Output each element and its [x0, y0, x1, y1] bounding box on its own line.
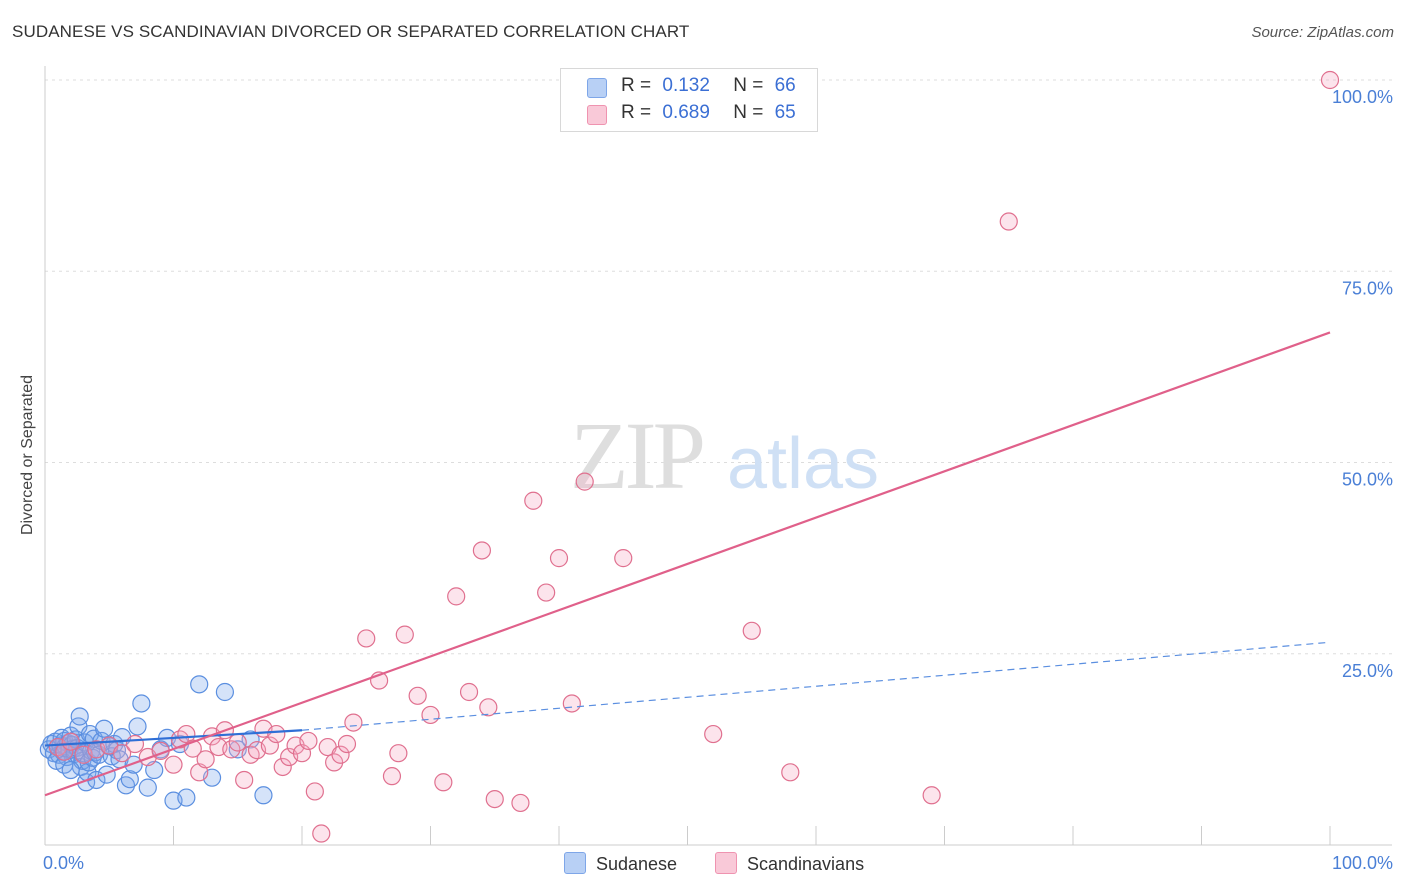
legend-swatch-scandinavians — [587, 105, 607, 125]
sudanese-point — [132, 694, 151, 713]
sudanese-point — [128, 717, 147, 736]
scandinavian-trend-line — [44, 331, 1331, 797]
source-label: Source: ZipAtlas.com — [1251, 24, 1394, 41]
trend-lines — [44, 331, 1331, 797]
r-value-sudanese: 0.132 — [662, 75, 710, 96]
n-label: N = — [733, 75, 764, 96]
sudanese-point — [61, 760, 80, 780]
sudanese-trend-extension — [301, 641, 1331, 731]
r-label: R = — [621, 75, 652, 96]
scandinavian-point — [434, 773, 453, 792]
scandinavian-point — [459, 682, 479, 702]
scandinavian-point — [704, 724, 723, 744]
scandinavian-point — [408, 686, 427, 705]
scandinavian-point — [125, 734, 145, 754]
scandinavian-point — [742, 621, 761, 640]
scandinavian-point — [389, 744, 408, 763]
n-value-scandinavians: 65 — [774, 102, 796, 123]
scandinavian-point — [196, 750, 215, 769]
scandinavian-point — [511, 793, 530, 813]
grid-lines — [45, 79, 1392, 655]
bottom-legend-scandinavians: Scandinavians — [715, 852, 864, 875]
watermark-zip: ZIP — [570, 402, 703, 509]
scandinavian-point — [357, 629, 376, 648]
watermark-atlas: atlas — [727, 424, 879, 504]
sudanese-point — [190, 675, 209, 694]
scandinavian-point — [922, 786, 941, 805]
chart-title: SUDANESE VS SCANDINAVIAN DIVORCED OR SEP… — [12, 22, 690, 41]
bottom-legend-swatch-scandinavians — [715, 852, 737, 874]
bottom-legend-swatch-sudanese — [564, 852, 586, 874]
scandinavian-point — [55, 742, 74, 761]
scandinavian-point — [312, 824, 331, 843]
legend-text-scandinavians: R = 0.689 N = 65 — [621, 102, 796, 124]
scandinavian-point — [562, 694, 581, 713]
bottom-legend-sudanese: Sudanese — [564, 852, 677, 875]
tick-labels: 100.0% 75.0% 50.0% 25.0% 0.0% 100.0% — [43, 87, 1393, 873]
n-label: N = — [733, 102, 764, 123]
scandinavian-point — [395, 625, 414, 644]
sudanese-point — [95, 719, 114, 738]
scandinavian-point — [781, 763, 800, 782]
scandinavian-point — [273, 757, 292, 777]
scandinavian-point — [537, 583, 556, 602]
scandinavian-point — [614, 549, 633, 568]
watermark: ZIP atlas — [570, 402, 879, 509]
correlation-legend: R = 0.132 N = 66 R = 0.689 N = 65 — [560, 68, 818, 132]
bottom-legend-label-sudanese: Sudanese — [596, 854, 678, 874]
y-tick-label: 100.0% — [1332, 87, 1393, 107]
scandinavian-point — [260, 736, 279, 755]
scandinavian-point — [999, 212, 1018, 231]
sudanese-point — [120, 770, 139, 789]
scandinavian-point — [222, 740, 241, 759]
x-tick-label-min: 0.0% — [43, 853, 84, 873]
scandinavian-point — [235, 770, 254, 790]
legend-text-sudanese: R = 0.132 N = 66 — [621, 75, 796, 97]
scandinavian-point — [267, 724, 286, 744]
legend-swatch-sudanese — [587, 78, 607, 98]
y-tick-label: 50.0% — [1342, 470, 1393, 490]
scandinavian-point — [112, 744, 132, 763]
scandinavian-point — [305, 782, 324, 801]
scandinavian-point — [485, 789, 504, 809]
scandinavian-point — [549, 549, 569, 568]
sudanese-point — [177, 788, 196, 807]
scandinavian-point — [228, 733, 247, 752]
sudanese-point — [215, 682, 234, 702]
scandinavian-point — [299, 731, 318, 751]
bottom-legend-label-scandinavians: Scandinavians — [747, 854, 865, 874]
scandinavian-point — [337, 734, 357, 754]
y-tick-label: 25.0% — [1342, 661, 1393, 681]
scandinavian-point — [344, 713, 363, 732]
sudanese-point — [138, 778, 157, 797]
axes — [44, 66, 1392, 846]
scandinavian-point — [447, 587, 466, 606]
y-tick-label: 75.0% — [1342, 278, 1393, 298]
scandinavian-point — [421, 705, 440, 725]
scandinavian-point — [575, 472, 594, 491]
sudanese-point — [254, 786, 273, 805]
sudanese-trend-line — [44, 729, 303, 747]
scandinavian-point — [472, 541, 491, 560]
r-value-scandinavians: 0.689 — [662, 102, 710, 123]
scandinavian-point — [382, 767, 402, 786]
sudanese-point — [124, 755, 143, 774]
scandinavian-point — [331, 745, 350, 764]
scandinavian-point — [164, 755, 183, 774]
scandinavian-point — [1320, 70, 1340, 90]
scandinavian-point — [61, 732, 80, 751]
scandinavian-point — [479, 698, 498, 717]
r-label: R = — [621, 102, 652, 123]
sudanese-point — [70, 707, 89, 726]
n-value-sudanese: 66 — [774, 75, 796, 96]
scandinavian-point — [524, 491, 543, 510]
scandinavian-points — [48, 70, 1340, 843]
x-tick-label-max: 100.0% — [1332, 853, 1393, 873]
scandinavian-point — [241, 745, 260, 764]
